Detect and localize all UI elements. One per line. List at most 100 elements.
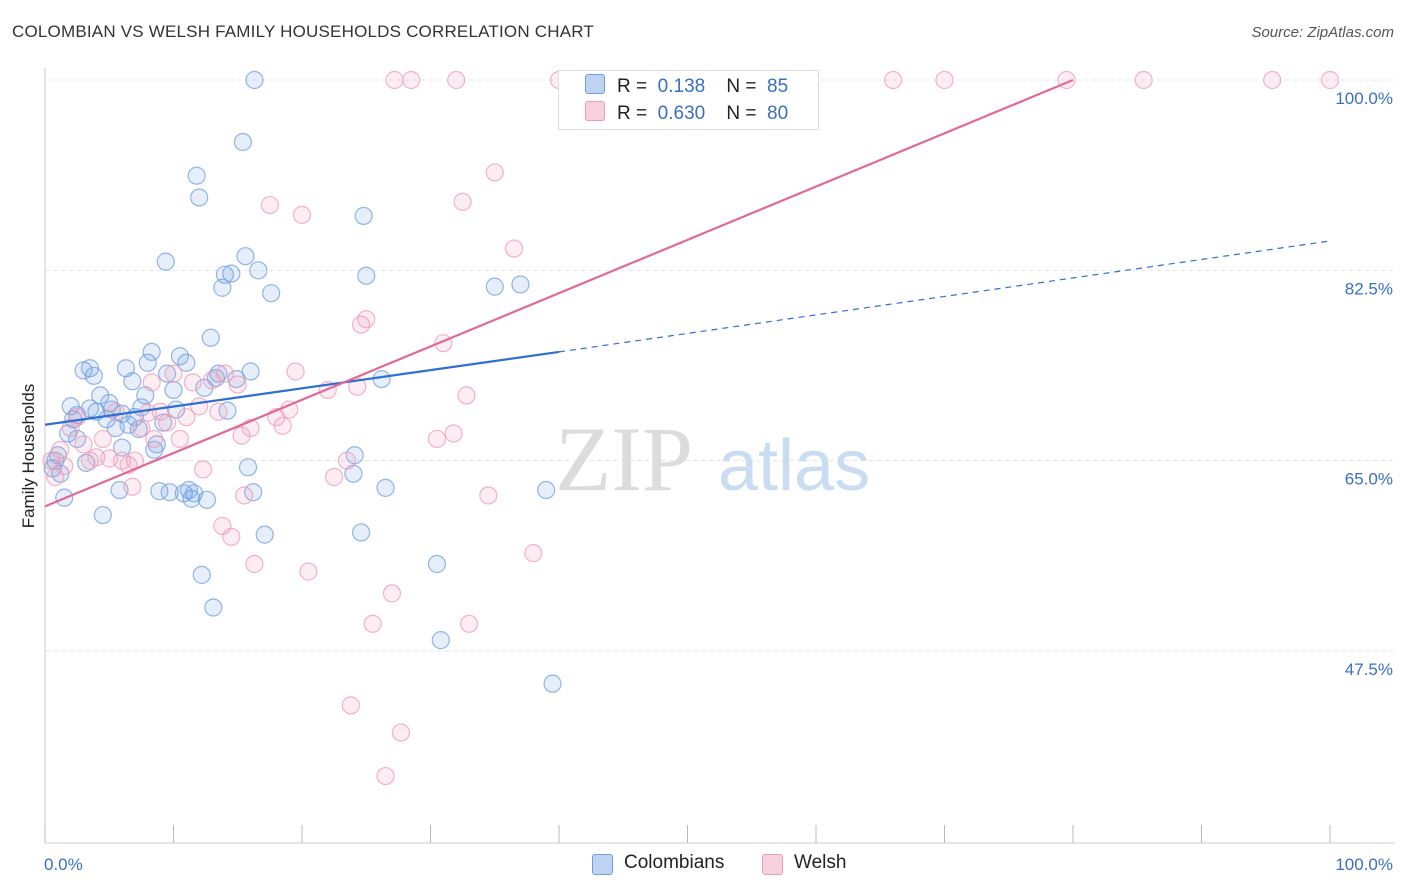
point-colombians	[93, 505, 112, 525]
y-tick-label: 82.5%	[1345, 279, 1393, 298]
watermark-zip: ZIP	[555, 408, 693, 510]
trend-lines	[44, 78, 1331, 508]
point-colombians	[156, 252, 175, 271]
point-colombians	[209, 364, 228, 383]
point-colombians	[197, 490, 217, 509]
point-welsh	[382, 584, 402, 603]
point-colombians	[123, 372, 142, 391]
point-welsh	[286, 362, 305, 381]
point-welsh	[485, 163, 504, 182]
n-value: 80	[767, 103, 789, 124]
point-welsh	[935, 70, 954, 90]
point-welsh	[402, 70, 421, 90]
point-colombians	[142, 342, 161, 362]
point-colombians	[160, 483, 179, 502]
point-colombians	[431, 631, 450, 650]
point-welsh	[444, 424, 463, 443]
r-value: 0.630	[657, 103, 706, 124]
legend-swatch-colombians	[592, 854, 613, 875]
point-welsh	[427, 429, 447, 449]
point-colombians	[80, 359, 100, 378]
point-welsh	[177, 408, 196, 427]
point-welsh	[170, 429, 190, 449]
x-tick-label: 100.0%	[1335, 855, 1393, 874]
point-welsh	[883, 70, 903, 90]
n-label: N =	[726, 76, 757, 97]
point-welsh	[357, 310, 376, 329]
point-welsh	[524, 544, 543, 563]
point-welsh	[453, 192, 472, 211]
point-colombians	[233, 132, 252, 152]
point-colombians	[543, 674, 562, 693]
stats-legend: R = 0.138 N = 85 R = 0.630 N = 80	[558, 70, 819, 130]
point-welsh	[215, 364, 234, 383]
point-welsh	[183, 373, 202, 392]
point-welsh	[209, 402, 228, 421]
point-welsh	[352, 315, 371, 334]
point-welsh	[363, 614, 382, 633]
y-tick-label: 65.0%	[1345, 470, 1393, 489]
point-colombians	[352, 523, 371, 542]
point-welsh	[145, 429, 164, 449]
point-welsh	[292, 205, 312, 224]
point-welsh	[87, 448, 106, 467]
point-colombians	[255, 525, 274, 544]
point-welsh	[1263, 70, 1282, 90]
point-welsh	[457, 386, 476, 405]
n-label: N =	[726, 103, 757, 124]
trend-line-colombians	[44, 350, 560, 426]
y-axis-label: Family Households	[19, 384, 38, 529]
point-welsh	[459, 614, 479, 633]
point-welsh	[142, 373, 161, 392]
point-welsh	[273, 416, 292, 435]
point-colombians	[154, 413, 173, 432]
point-colombians	[427, 554, 447, 574]
n-value: 85	[767, 76, 789, 97]
chart-title: COLOMBIAN VS WELSH FAMILY HOUSEHOLDS COR…	[12, 22, 594, 41]
point-colombians	[192, 565, 211, 584]
trend-extension-colombians	[558, 240, 1331, 353]
point-colombians	[511, 275, 530, 294]
y-tick-label: 100.0%	[1335, 89, 1393, 108]
point-welsh	[504, 239, 524, 258]
point-welsh	[106, 402, 125, 421]
source-label: Source: ZipAtlas.com	[1251, 24, 1394, 41]
point-colombians	[112, 438, 132, 457]
point-welsh	[376, 766, 395, 786]
point-colombians	[187, 166, 206, 185]
point-welsh	[190, 397, 209, 416]
watermark: ZIP atlas	[555, 408, 870, 510]
trend-line-welsh	[44, 78, 1074, 508]
point-colombians	[190, 188, 209, 207]
point-welsh	[260, 195, 279, 215]
point-colombians	[354, 206, 373, 226]
point-welsh	[164, 364, 183, 383]
point-welsh	[193, 460, 213, 479]
r-label: R =	[617, 103, 648, 124]
legend-swatch-colombians	[585, 74, 605, 94]
point-welsh	[479, 486, 498, 505]
point-welsh	[157, 413, 177, 432]
point-colombians	[245, 70, 264, 90]
point-welsh	[337, 451, 357, 470]
point-welsh	[325, 467, 344, 487]
legend-label-welsh: Welsh	[794, 852, 847, 873]
point-welsh	[1320, 70, 1340, 90]
tick-labels: 47.5% 65.0% 82.5% 100.0% 0.0% 100.0%	[44, 89, 1393, 874]
point-welsh	[74, 435, 93, 454]
point-colombians	[238, 458, 258, 477]
point-welsh	[245, 554, 264, 574]
point-colombians	[262, 284, 281, 303]
point-colombians	[241, 362, 260, 381]
point-welsh	[235, 486, 254, 505]
point-colombians	[249, 261, 268, 280]
point-colombians	[357, 266, 376, 285]
point-welsh	[68, 408, 87, 427]
legend-swatch-welsh	[585, 101, 605, 121]
point-colombians	[537, 480, 556, 500]
point-colombians	[195, 378, 214, 397]
x-tick-label: 0.0%	[44, 855, 83, 874]
point-welsh	[132, 418, 151, 438]
point-colombians	[236, 247, 255, 266]
